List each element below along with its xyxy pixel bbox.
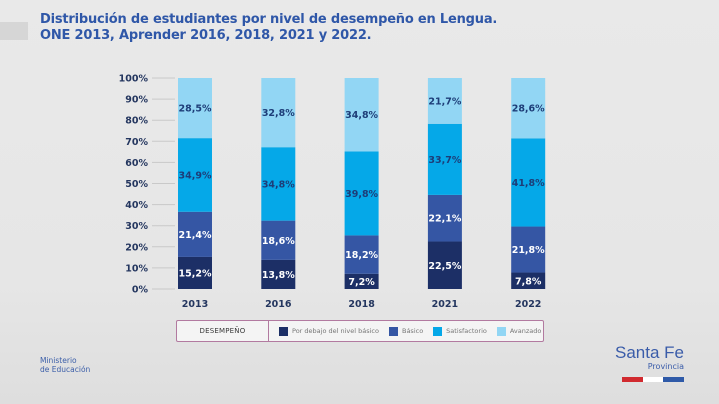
legend-swatch (279, 326, 288, 336)
x-tick-label: 2018 (348, 299, 375, 310)
data-label: 7,8% (515, 276, 542, 287)
bar-segment (344, 78, 379, 152)
legend-label: Básico (401, 327, 424, 335)
chart-legend: DESEMPEÑO Por debajo del nivel básico Bá… (176, 320, 544, 342)
y-tick-label: 40% (125, 200, 148, 211)
data-label: 34,8% (345, 110, 378, 121)
bar-segment (427, 241, 462, 289)
y-tick-label: 30% (125, 221, 148, 232)
chart-title: Distribución de estudiantes por nivel de… (40, 12, 497, 44)
data-label: 41,8% (512, 178, 545, 189)
x-tick-label: 2016 (265, 299, 292, 310)
y-tick-label: 20% (125, 242, 148, 253)
y-tick-label: 50% (125, 179, 148, 190)
data-label: 21,4% (179, 230, 212, 241)
y-tick-label: 90% (125, 95, 148, 106)
data-label: 18,6% (262, 236, 295, 247)
data-label: 28,6% (512, 104, 545, 115)
bar-segment (344, 273, 379, 289)
flag-stripe-white (642, 377, 664, 382)
legend-swatch (496, 326, 506, 336)
legend-label: Por debajo del nivel básico (292, 327, 379, 335)
ministry-line2: de Educación (40, 365, 91, 374)
data-label: 33,7% (428, 155, 461, 166)
flag-stripe-red (622, 377, 643, 382)
bar-segment (344, 151, 379, 236)
x-tick-label: 2013 (182, 299, 208, 310)
bar-segment (178, 211, 212, 257)
legend-item-satisfactory: Satisfactorio (433, 326, 487, 336)
bar-segment (427, 123, 462, 195)
y-tick-label: 70% (125, 137, 148, 148)
bar-segment (511, 226, 546, 273)
legend-title: DESEMPEÑO (177, 321, 269, 341)
chart-title-line1: Distribución de estudiantes por nivel de… (40, 12, 498, 27)
y-tick-label: 80% (125, 116, 148, 127)
data-label: 21,8% (512, 245, 545, 256)
data-label: 34,8% (262, 179, 295, 190)
bar-segment (427, 194, 462, 242)
data-label: 21,7% (428, 96, 461, 107)
side-tab-marker (0, 22, 28, 40)
data-label: 13,8% (262, 270, 295, 281)
data-label: 34,9% (179, 170, 212, 181)
legend-label: Avanzado (509, 327, 542, 335)
data-label: 18,2% (345, 250, 378, 261)
chart-title-line2: ONE 2013, Aprender 2016, 2018, 2021 y 20… (40, 28, 372, 43)
y-tick-label: 0% (132, 285, 149, 296)
bar-segment (511, 138, 546, 227)
bar-segment (261, 78, 296, 148)
y-tick-label: 10% (125, 263, 148, 274)
flag-stripes (622, 377, 685, 382)
x-tick-label: 2022 (515, 299, 541, 310)
y-tick-label: 60% (125, 158, 148, 169)
bar-segment (511, 78, 546, 139)
data-label: 32,8% (262, 108, 295, 119)
bar-segment (261, 147, 296, 221)
data-label: 15,2% (179, 268, 212, 279)
ministry-line1: Ministerio (40, 356, 77, 365)
legend-swatch (433, 326, 443, 336)
santa-fe-logo: Santa Fe Provincia (610, 343, 685, 382)
legend-swatch (388, 326, 398, 336)
bar-segment (344, 235, 379, 274)
logo-name: Santa Fe (615, 343, 684, 362)
y-tick-label: 100% (119, 74, 149, 85)
bar-segment (178, 78, 212, 139)
bar-segment (261, 220, 296, 260)
logo-subtitle: Provincia (647, 362, 684, 371)
data-label: 7,2% (348, 277, 375, 288)
x-tick-label: 2021 (432, 299, 458, 310)
legend-item-below-basic: Por debajo del nivel básico (279, 326, 379, 336)
data-label: 22,1% (428, 214, 461, 225)
flag-stripe-blue (663, 377, 685, 382)
data-label: 28,5% (179, 104, 212, 115)
bar-segment (261, 259, 296, 289)
bar-segment (511, 272, 546, 289)
data-label: 39,8% (345, 189, 378, 200)
legend-item-basic: Básico (388, 326, 424, 336)
bar-segment (427, 78, 462, 124)
stacked-bar-chart: 0% 10% 20% 30% 40% 50% 60% 70% 80% 90% 100% 15,2% 21… (119, 74, 546, 310)
bar-segment (178, 256, 212, 289)
bar-segment (178, 138, 212, 212)
legend-item-advanced: Avanzado (496, 326, 542, 336)
ministry-label: Ministerio de Educación (40, 356, 90, 374)
data-label: 22,5% (428, 261, 461, 272)
legend-label: Satisfactorio (446, 327, 487, 335)
